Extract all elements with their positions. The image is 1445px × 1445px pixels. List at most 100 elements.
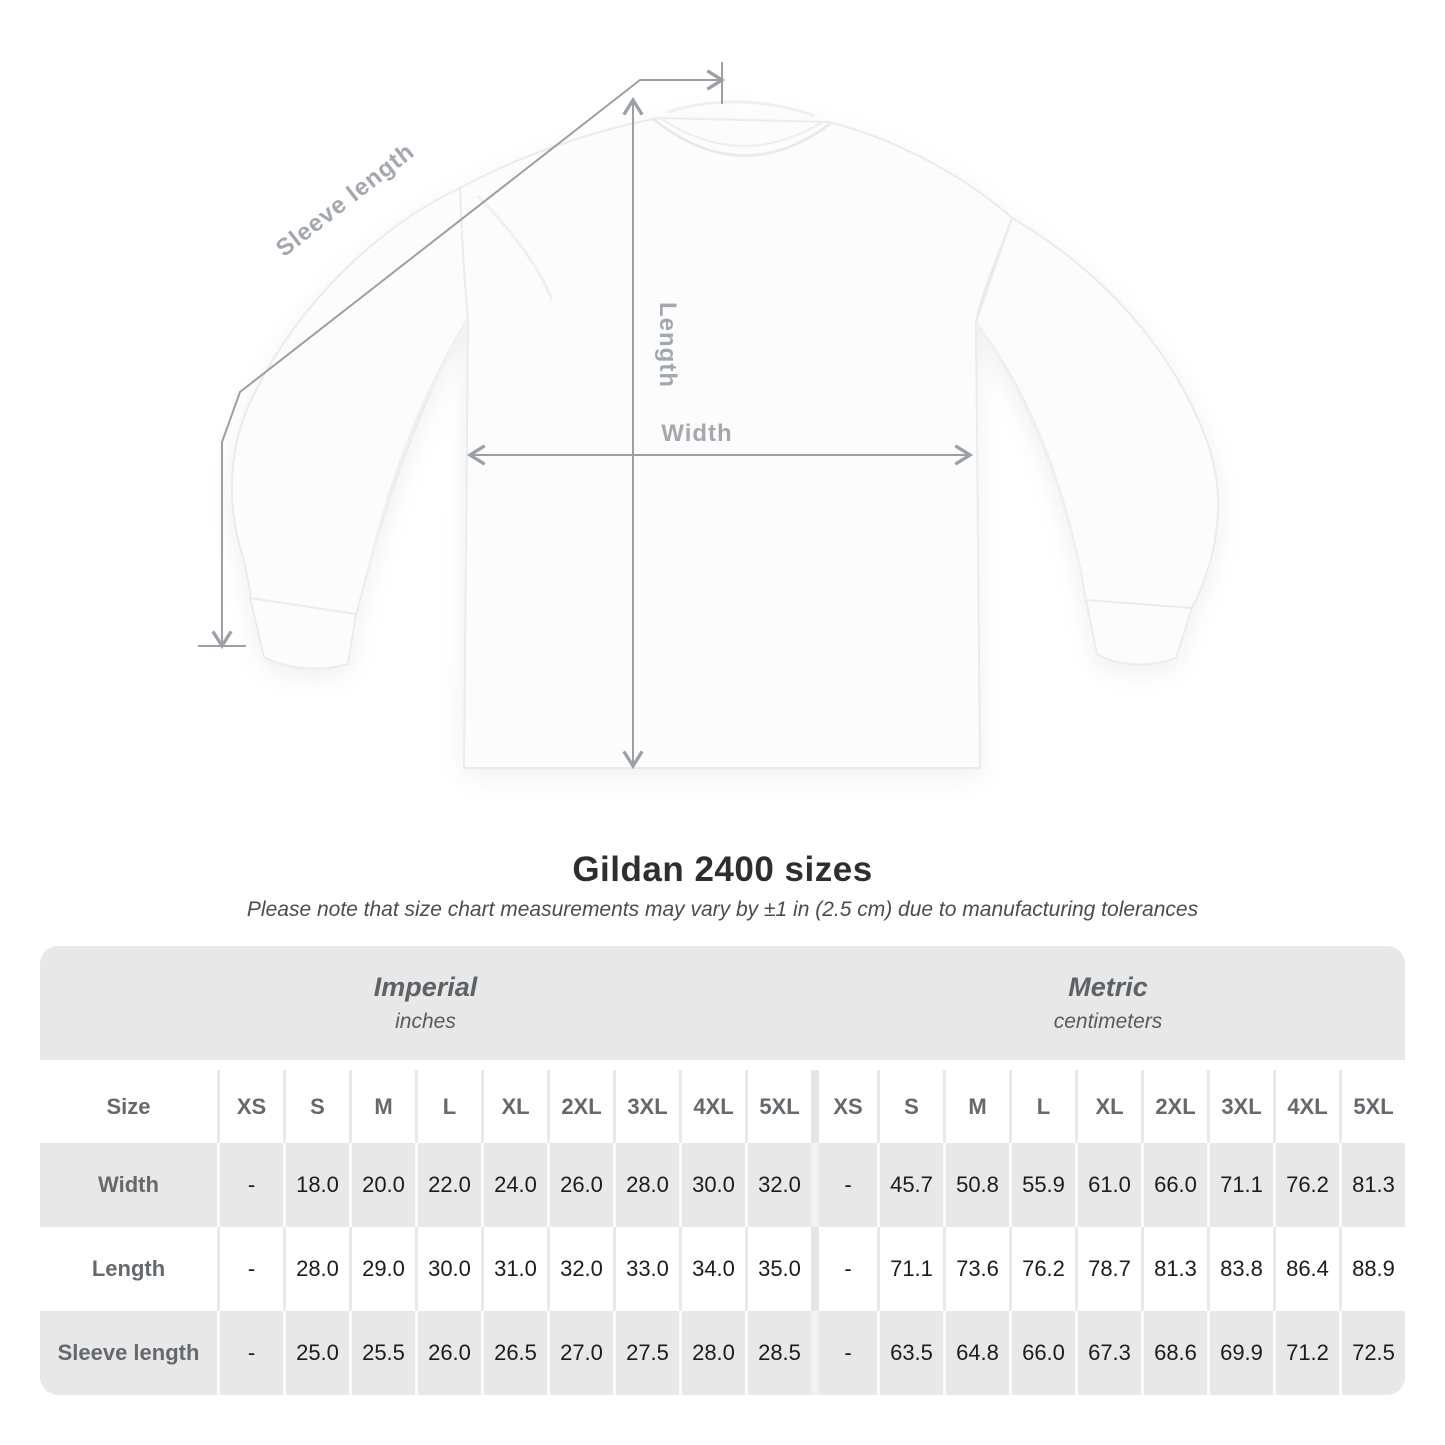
value-cell: - [217,1227,283,1311]
imperial-unit-label: inches [395,1010,456,1033]
size-col-header-imperial-5xl: 5XL [745,1070,811,1143]
size-col-header-imperial-xl: XL [481,1070,547,1143]
size-table: Imperial inches Metric centimeters Size … [40,946,1405,1395]
size-col-header-imperial-3xl: 3XL [613,1070,679,1143]
value-cell: 28.0 [613,1143,679,1227]
size-col-header-imperial-m: M [349,1070,415,1143]
value-cell: 66.0 [1009,1311,1075,1395]
value-cell: 88.9 [1339,1227,1405,1311]
shirt-diagram-svg: Sleeve length Length Width [198,62,1220,770]
value-cell: 32.0 [547,1227,613,1311]
value-cell: 86.4 [1273,1227,1339,1311]
value-cell: 61.0 [1075,1143,1141,1227]
value-cell: 76.2 [1273,1143,1339,1227]
size-col-header-metric-s: S [877,1070,943,1143]
value-cell: 83.8 [1207,1227,1273,1311]
value-cell: 81.3 [1339,1143,1405,1227]
size-col-header-metric-xl: XL [1075,1070,1141,1143]
value-cell: 67.3 [1075,1311,1141,1395]
size-col-header-imperial-xs: XS [217,1070,283,1143]
metric-group-header: Metric centimeters [811,946,1405,1060]
value-cell: - [811,1143,877,1227]
value-cell: 55.9 [1009,1143,1075,1227]
shirt-right-cuff [1085,599,1193,666]
size-col-header-imperial-l: L [415,1070,481,1143]
value-cell: 30.0 [679,1143,745,1227]
value-cell: 71.1 [877,1227,943,1311]
value-cell: 28.5 [745,1311,811,1395]
value-cell: - [811,1311,877,1395]
size-col-header-metric-m: M [943,1070,1009,1143]
size-col-header-metric-5xl: 5XL [1339,1070,1405,1143]
shirt-right-sleeve [975,217,1220,611]
size-col-header-metric-2xl: 2XL [1141,1070,1207,1143]
imperial-label: Imperial [373,972,478,1002]
shirt-measurement-diagram: Sleeve length Length Width [198,62,1220,770]
size-header-row: Size XS S M L XL 2XL 3XL 4XL 5XL XS S M L XL 2XL 3XL 4XL… [40,1070,1405,1143]
metric-unit-label: centimeters [1053,1010,1163,1033]
value-cell: - [217,1311,283,1395]
row-label-width: Width [98,1172,159,1197]
row-label-sleeve-length: Sleeve length [57,1340,200,1365]
shirt-fold-right [974,321,1084,579]
width-label: Width [661,420,732,447]
shirt-body [459,117,1013,769]
value-cell: 71.1 [1207,1143,1273,1227]
value-cell: 81.3 [1141,1227,1207,1311]
measurement-arrows [198,62,974,770]
size-col-header-metric-xs: XS [811,1070,877,1143]
value-cell: 69.9 [1207,1311,1273,1395]
value-cell: 50.8 [943,1143,1009,1227]
page-title: Gildan 2400 sizes [572,850,873,889]
length-label: Length [654,302,681,388]
value-cell: 66.0 [1141,1143,1207,1227]
value-cell: 26.0 [415,1311,481,1395]
value-cell: 28.0 [679,1311,745,1395]
value-cell: 27.0 [547,1311,613,1395]
value-cell: 35.0 [745,1227,811,1311]
metric-label: Metric [1068,972,1148,1002]
tolerance-note: Please note that size chart measurements… [246,898,1199,921]
value-cell: 78.7 [1075,1227,1141,1311]
value-cell: 30.0 [415,1227,481,1311]
size-col-header-imperial-4xl: 4XL [679,1070,745,1143]
row-label-length: Length [91,1256,166,1281]
value-cell: 22.0 [415,1143,481,1227]
value-cell: 64.8 [943,1311,1009,1395]
value-cell: - [811,1227,877,1311]
value-cell: 20.0 [349,1143,415,1227]
value-cell: 25.5 [349,1311,415,1395]
value-cell: 28.0 [283,1227,349,1311]
size-col-header-metric-3xl: 3XL [1207,1070,1273,1143]
value-cell: 24.0 [481,1143,547,1227]
value-cell: 31.0 [481,1227,547,1311]
length-row: Length -28.0 29.0 30.0 31.0 32.0 33.0 34.0 35.0… [40,1227,1405,1311]
value-cell: 18.0 [283,1143,349,1227]
value-cell: 25.0 [283,1311,349,1395]
value-cell: - [217,1143,283,1227]
shirt-collar-back [667,100,816,118]
value-cell: 68.6 [1141,1311,1207,1395]
size-col-header-metric-4xl: 4XL [1273,1070,1339,1143]
value-cell: 27.5 [613,1311,679,1395]
value-cell: 73.6 [943,1227,1009,1311]
size-col-header-metric-l: L [1009,1070,1075,1143]
unit-group-row: Imperial inches Metric centimeters [40,946,1405,1060]
table-spacer [40,1060,1405,1070]
value-cell: 33.0 [613,1227,679,1311]
size-col-header-imperial-s: S [283,1070,349,1143]
value-cell: 45.7 [877,1143,943,1227]
value-cell: 34.0 [679,1227,745,1311]
value-cell: 63.5 [877,1311,943,1395]
value-cell: 71.2 [1273,1311,1339,1395]
shirt-left-sleeve [230,187,469,617]
value-cell: 26.5 [481,1311,547,1395]
imperial-group-header: Imperial inches [40,946,811,1060]
value-cell: 26.0 [547,1143,613,1227]
size-col-header-imperial-2xl: 2XL [547,1070,613,1143]
value-cell: 32.0 [745,1143,811,1227]
table-spacer-row [40,1060,1405,1070]
size-column-label: Size [106,1093,151,1119]
value-cell: 76.2 [1009,1227,1075,1311]
